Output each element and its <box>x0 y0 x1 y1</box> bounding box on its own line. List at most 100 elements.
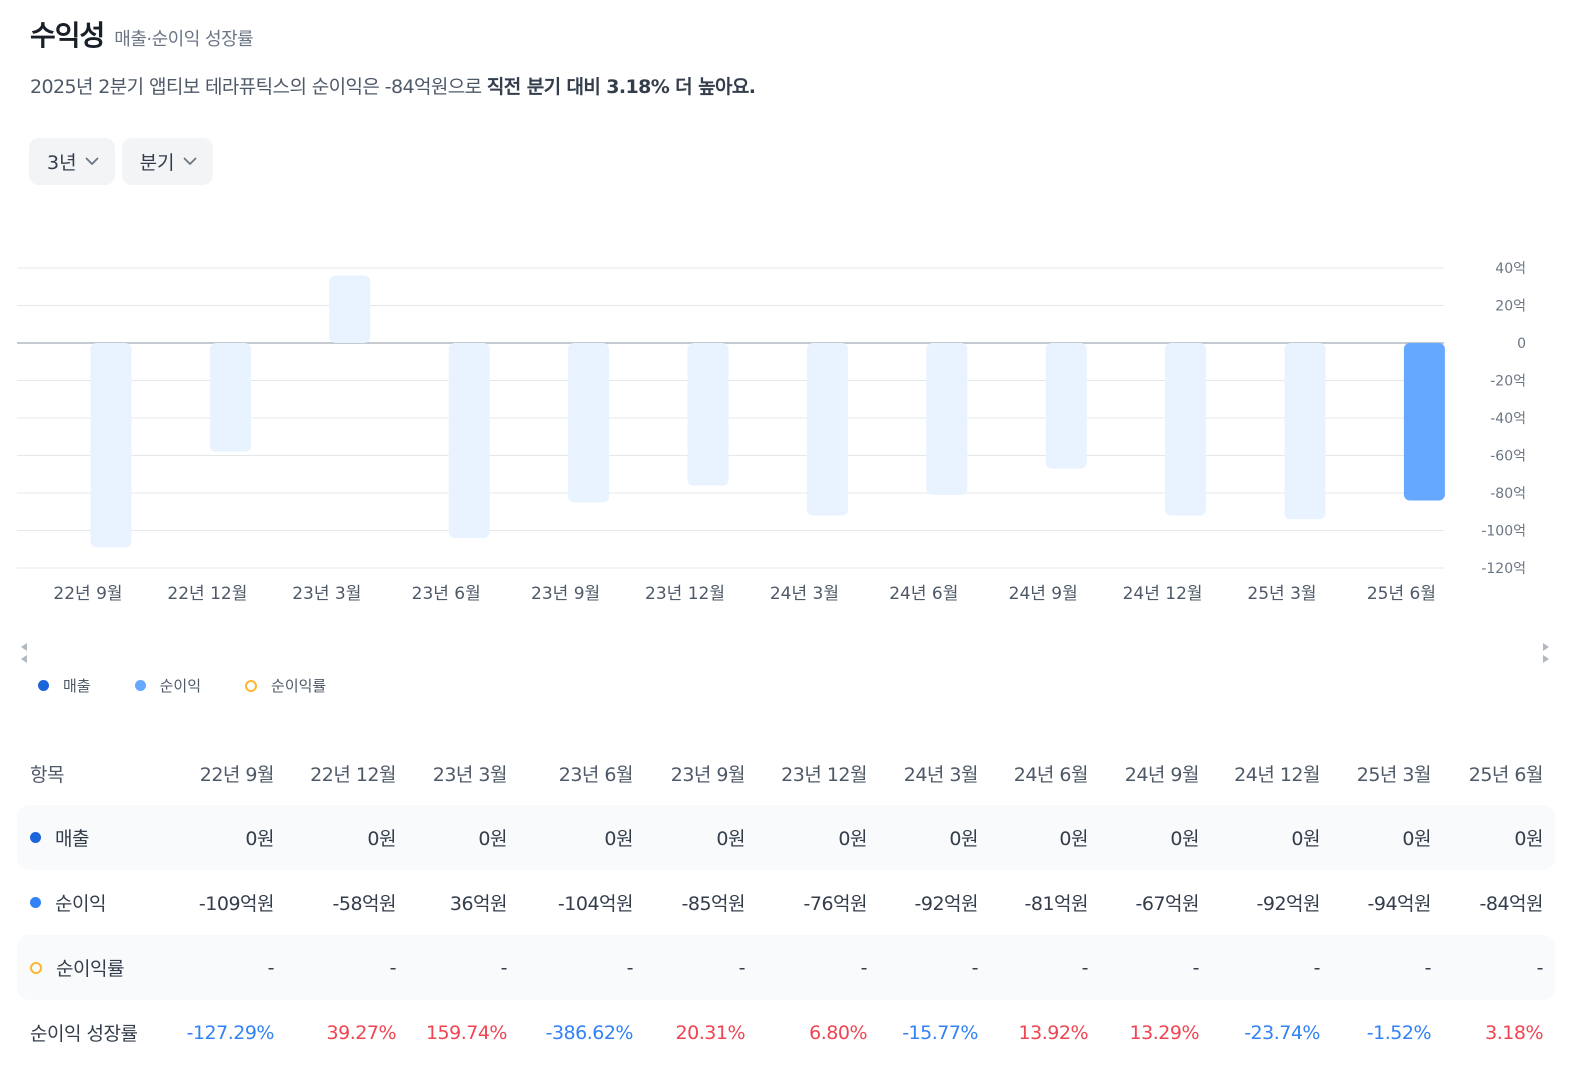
table-cell: 0원 <box>949 828 978 850</box>
table-cell: - <box>389 956 397 979</box>
table-cell: - <box>1081 956 1089 979</box>
legend-item-margin[interactable]: 순이익률 <box>245 675 326 696</box>
y-tick-label: -40억 <box>1490 411 1526 427</box>
table-cell: - <box>267 956 275 979</box>
scroll-right-icon <box>1543 643 1549 663</box>
x-tick-label: 23년 12월 <box>645 584 725 604</box>
table-cell: -94억원 <box>1367 893 1432 915</box>
table-cell: -23.74% <box>1244 1021 1320 1044</box>
legend-label: 순이익 <box>159 677 202 695</box>
x-tick-label: 22년 9월 <box>53 584 122 604</box>
table-cell: 159.74% <box>425 1021 508 1044</box>
table-column-header: 24년 6월 <box>1013 763 1089 786</box>
table-cell: 0원 <box>478 828 507 850</box>
table-column-header: 22년 12월 <box>310 763 396 786</box>
scroll-left-icon <box>21 643 27 663</box>
table-column-header: 23년 6월 <box>558 763 634 786</box>
y-tick-label: -60억 <box>1490 449 1526 465</box>
section-subtitle: 매출·순이익 성장률 <box>114 29 254 50</box>
table-cell: 0원 <box>1170 828 1199 850</box>
table-column-header: 22년 9월 <box>199 763 275 786</box>
table-cell: 20.31% <box>675 1021 746 1044</box>
table-row-label: 순이익 성장률 <box>17 1019 162 1046</box>
interval-dropdown[interactable]: 분기 <box>121 138 213 185</box>
table-column-header: 24년 3월 <box>903 763 979 786</box>
chevron-down-icon <box>85 157 99 166</box>
table-cell: -92억원 <box>1256 893 1321 915</box>
x-tick-label: 25년 3월 <box>1247 584 1316 604</box>
table-header-label: 항목 <box>30 763 64 786</box>
bar <box>329 275 371 343</box>
table-cell: 0원 <box>1059 828 1088 850</box>
table-cell: 0원 <box>716 828 745 850</box>
table-row: 순이익률 - - - - - - - - - - - - <box>17 935 1555 1000</box>
table-cell: 0원 <box>1514 828 1543 850</box>
y-tick-label: -20억 <box>1490 374 1526 390</box>
table-cell: 0원 <box>604 828 633 850</box>
interval-dropdown-label: 분기 <box>139 152 175 174</box>
table-cell: -92억원 <box>914 893 979 915</box>
table-cell: 6.80% <box>809 1021 867 1044</box>
filter-bar: 3년 분기 <box>29 138 213 185</box>
table-cell: - <box>860 956 868 979</box>
table-cell: -81억원 <box>1024 893 1089 915</box>
table-cell: 13.92% <box>1018 1021 1089 1044</box>
table-row-label: 순이익률 <box>17 954 162 981</box>
table-cell: 0원 <box>838 828 867 850</box>
table-cell: 0원 <box>367 828 396 850</box>
table-cell: - <box>1192 956 1200 979</box>
x-tick-label: 22년 12월 <box>167 584 247 604</box>
section-header: 수익성 매출·순이익 성장률 <box>30 14 254 54</box>
period-dropdown-label: 3년 <box>47 152 77 174</box>
table-cell: -76억원 <box>803 893 868 915</box>
table-column-header: 25년 6월 <box>1468 763 1544 786</box>
x-tick-label: 24년 3월 <box>770 584 839 604</box>
x-tick-label: 23년 3월 <box>292 584 361 604</box>
table-cell: -1.52% <box>1366 1021 1432 1044</box>
row-label-text: 순이익 <box>55 893 106 915</box>
legend-item-net-income[interactable]: 순이익 <box>134 675 202 696</box>
bar <box>448 343 490 538</box>
y-tick-label: 40억 <box>1495 261 1526 277</box>
y-tick-label: -120억 <box>1481 561 1526 577</box>
chart-scroll-right-button[interactable] <box>1542 642 1550 664</box>
table-cell: - <box>1313 956 1321 979</box>
row-ring-icon <box>30 961 42 974</box>
row-label-text: 매출 <box>55 828 89 850</box>
bar <box>1165 343 1207 516</box>
bar <box>90 343 132 548</box>
period-dropdown[interactable]: 3년 <box>29 138 115 185</box>
legend-item-revenue[interactable]: 매출 <box>38 675 91 696</box>
bar <box>1403 343 1445 501</box>
table-row-label: 매출 <box>17 824 162 851</box>
legend-dot-icon <box>38 680 49 691</box>
summary-prefix: 2025년 2분기 앱티보 테라퓨틱스의 순이익은 -84억원으로 <box>30 76 487 98</box>
row-label-text: 순이익률 <box>56 958 124 980</box>
table-column-header: 25년 3월 <box>1356 763 1432 786</box>
bar <box>568 343 610 503</box>
bar <box>1284 343 1326 520</box>
table-cell: - <box>626 956 634 979</box>
chart-scroll-left-button[interactable] <box>20 642 28 664</box>
table-column-header: 23년 3월 <box>432 763 508 786</box>
x-tick-label: 23년 6월 <box>412 584 481 604</box>
table-cell: 0원 <box>1291 828 1320 850</box>
y-tick-label: 0 <box>1517 336 1526 352</box>
table-cell: -386.62% <box>545 1021 634 1044</box>
y-tick-label: -80억 <box>1490 486 1526 502</box>
row-label-text: 순이익 성장률 <box>30 1023 138 1045</box>
profitability-table: 항목 22년 9월 22년 12월 23년 3월 23년 6월 23년 9월 23년 12월… <box>17 741 1555 1065</box>
table-cell: - <box>500 956 508 979</box>
legend-dot-icon <box>134 680 146 691</box>
table-cell: -127.29% <box>186 1021 275 1044</box>
table-cell: 0원 <box>1402 828 1431 850</box>
x-tick-label: 23년 9월 <box>531 584 600 604</box>
x-tick-label: 24년 9월 <box>1009 584 1078 604</box>
table-cell: 0원 <box>245 828 274 850</box>
summary-text: 2025년 2분기 앱티보 테라퓨틱스의 순이익은 -84억원으로 직전 분기 … <box>30 72 756 99</box>
table-row: 순이익 -109억원 -58억원 36억원 -104억원 -85억원 -76억원 -92억원 -… <box>17 870 1555 935</box>
table-cell: -58억원 <box>332 893 397 915</box>
table-cell: 13.29% <box>1129 1021 1200 1044</box>
table-cell: -104억원 <box>557 893 634 915</box>
y-tick-label: 20억 <box>1495 299 1526 315</box>
